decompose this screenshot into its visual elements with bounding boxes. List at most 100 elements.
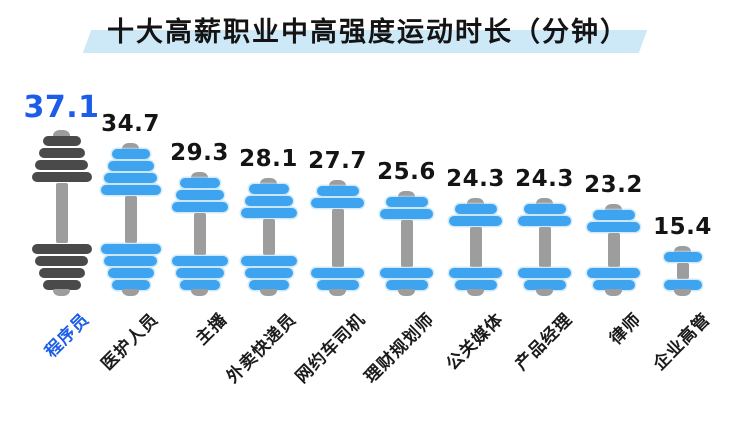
dumbbell-cap — [329, 180, 346, 187]
dumbbell-icon — [449, 198, 502, 296]
dumbbell-part — [38, 148, 85, 158]
dumbbell-part — [175, 190, 224, 200]
dumbbell-icon — [100, 143, 161, 296]
value-label: 29.3 — [170, 139, 229, 166]
value-label: 25.6 — [377, 158, 436, 185]
dumbbell-column: 27.7 网约车司机 — [291, 85, 372, 388]
dumbbell-part — [449, 216, 502, 226]
dumbbell-column: 29.3 主播 — [165, 85, 234, 349]
dumbbell-part — [55, 183, 68, 243]
dumbbell-part — [31, 172, 92, 182]
dumbbell-part — [311, 268, 364, 278]
dumbbell-column: 15.4 企业高管 — [648, 85, 717, 375]
dumbbell-cap — [536, 198, 553, 205]
dumbbell-cap — [191, 172, 208, 179]
dumbbell-part — [449, 268, 502, 278]
value-label: 37.1 — [23, 89, 100, 125]
dumbbell-part — [607, 233, 620, 267]
dumbbell-icon — [663, 246, 702, 296]
dumbbell-part — [175, 268, 224, 278]
dumbbell-icon — [587, 204, 640, 296]
dumbbell-part — [400, 220, 413, 267]
value-label: 15.4 — [653, 213, 712, 240]
dumbbell-part — [107, 268, 154, 278]
dumbbell-part — [316, 186, 359, 196]
dumbbell-part — [592, 280, 635, 290]
dumbbell-part — [31, 244, 92, 254]
dumbbell-part — [124, 196, 137, 243]
dumbbell-column: 24.3 产品经理 — [510, 85, 579, 375]
dumbbell-cap — [605, 204, 622, 211]
dumbbell-cap — [260, 289, 277, 296]
dumbbell-part — [111, 149, 150, 159]
dumbbell-part — [454, 280, 497, 290]
dumbbell-part — [311, 198, 364, 208]
dumbbell-part — [244, 196, 293, 206]
category-label: 律师 — [605, 309, 646, 350]
dumbbell-part — [42, 280, 81, 290]
dumbbell-column: 34.7 医护人员 — [96, 85, 165, 375]
dumbbell-part — [248, 184, 289, 194]
dumbbell-part — [518, 216, 571, 226]
dumbbell-icon — [380, 191, 433, 296]
category-label: 企业高管 — [649, 309, 715, 375]
value-label: 23.2 — [584, 171, 643, 198]
dumbbell-part — [171, 202, 228, 212]
dumbbell-cap — [674, 246, 691, 253]
dumbbell-part — [316, 280, 359, 290]
dumbbell-part — [171, 256, 228, 266]
dumbbell-icon — [240, 178, 297, 296]
dumbbell-cap — [191, 289, 208, 296]
category-label: 产品经理 — [511, 309, 577, 375]
dumbbell-part — [100, 185, 161, 195]
dumbbell-part — [104, 173, 157, 183]
dumbbell-cap — [467, 289, 484, 296]
dumbbell-part — [676, 263, 689, 279]
dumbbell-part — [469, 227, 482, 267]
dumbbell-part — [35, 256, 88, 266]
category-label: 外卖快递员 — [222, 309, 301, 388]
dumbbell-part — [179, 178, 220, 188]
dumbbell-part — [35, 160, 88, 170]
dumbbell-cap — [605, 289, 622, 296]
category-label: 程序员 — [40, 309, 94, 362]
dumbbell-part — [592, 210, 635, 220]
dumbbell-cap — [398, 191, 415, 198]
dumbbell-part — [100, 244, 161, 254]
page-title: 十大高薪职业中高强度运动时长（分钟） — [107, 17, 629, 48]
dumbbell-cap — [467, 198, 484, 205]
dumbbell-cap — [674, 289, 691, 296]
value-label: 24.3 — [515, 165, 574, 192]
category-label: 公关媒体 — [442, 309, 508, 375]
dumbbell-cap — [536, 289, 553, 296]
value-label: 24.3 — [446, 165, 505, 192]
dumbbell-icon — [311, 180, 364, 296]
chart-title-block: 十大高薪职业中高强度运动时长（分钟） — [82, 6, 648, 57]
dumbbell-part — [240, 256, 297, 266]
dumbbell-cap — [53, 289, 70, 296]
dumbbell-part — [663, 280, 702, 290]
dumbbell-column: 25.6 理财规划师 — [360, 85, 441, 388]
dumbbell-cap — [122, 289, 139, 296]
dumbbell-part — [244, 268, 293, 278]
dumbbell-part — [193, 213, 206, 255]
category-label: 主播 — [191, 309, 232, 350]
dumbbell-part — [523, 204, 566, 214]
dumbbell-part — [104, 256, 157, 266]
dumbbell-column: 37.1 程序员 — [23, 85, 99, 361]
dumbbell-part — [587, 222, 640, 232]
dumbbell-column: 24.3 公关媒体 — [441, 85, 510, 375]
dumbbell-part — [380, 209, 433, 219]
value-label: 28.1 — [239, 145, 298, 172]
dumbbell-part — [663, 252, 702, 262]
dumbbell-part — [518, 268, 571, 278]
dumbbell-cap — [329, 289, 346, 296]
dumbbell-cap — [398, 289, 415, 296]
dumbbell-part — [385, 280, 428, 290]
dumbbell-part — [262, 219, 275, 255]
category-label: 网约车司机 — [291, 309, 370, 388]
dumbbell-part — [179, 280, 220, 290]
dumbbell-icon — [31, 130, 92, 296]
dumbbell-part — [538, 227, 551, 267]
dumbbell-icon — [171, 172, 228, 296]
